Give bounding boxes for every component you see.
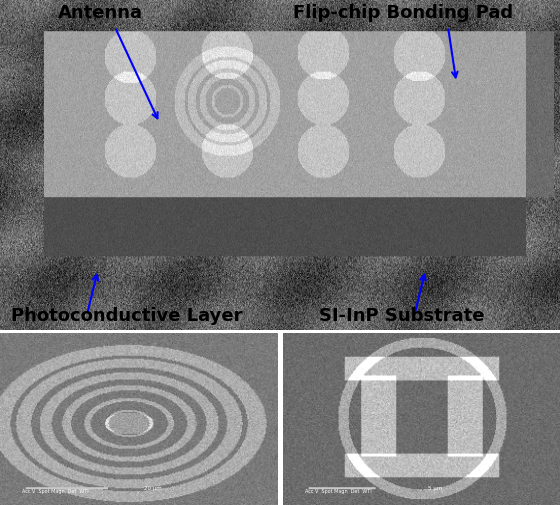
- Text: 5 μm: 5 μm: [428, 485, 442, 490]
- Text: Antenna: Antenna: [58, 4, 143, 22]
- Text: Flip-chip Bonding Pad: Flip-chip Bonding Pad: [293, 4, 514, 22]
- Text: Acc V  Spot Magn  Det  WTI: Acc V Spot Magn Det WTI: [22, 488, 89, 493]
- Text: 20 μm: 20 μm: [143, 485, 161, 490]
- Text: Acc V  Spot Magn  Det  WTI: Acc V Spot Magn Det WTI: [305, 488, 372, 493]
- Text: SI-InP Substrate: SI-InP Substrate: [319, 307, 485, 325]
- Text: Photoconductive Layer: Photoconductive Layer: [11, 307, 242, 325]
